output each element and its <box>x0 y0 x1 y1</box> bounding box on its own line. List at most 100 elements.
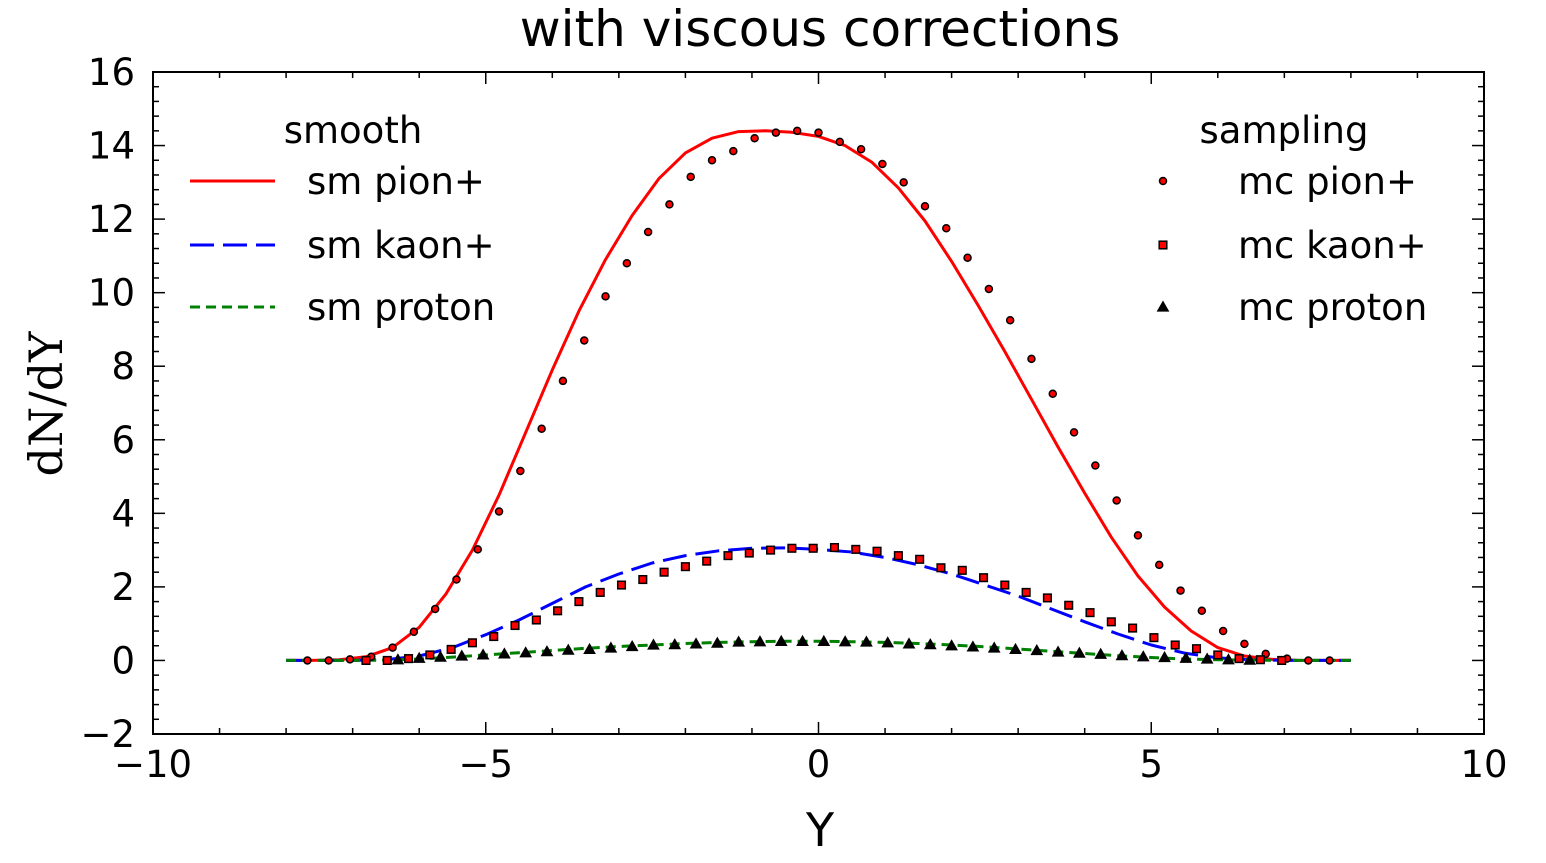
data-point <box>494 507 504 516</box>
data-point <box>796 634 809 646</box>
data-point <box>1106 617 1116 627</box>
data-point <box>957 565 967 575</box>
series-sm-kaon- <box>286 546 1351 662</box>
data-point <box>404 654 414 664</box>
data-point <box>561 643 575 655</box>
data-point <box>1240 639 1249 649</box>
data-point <box>1115 649 1129 661</box>
y-tick-label: 16 <box>88 51 135 94</box>
data-point <box>915 554 925 564</box>
data-point <box>984 284 994 294</box>
data-point <box>1085 608 1095 618</box>
data-point <box>1234 654 1244 664</box>
data-point <box>817 634 831 646</box>
x-tick-label: 0 <box>807 743 831 786</box>
data-point <box>1325 656 1334 665</box>
data-point <box>622 258 632 268</box>
data-point <box>978 573 989 583</box>
data-point <box>744 548 754 558</box>
y-tick-label: 8 <box>111 345 135 388</box>
data-point <box>643 227 653 237</box>
data-point <box>604 641 618 653</box>
data-point <box>1133 531 1143 540</box>
data-point <box>665 200 674 209</box>
data-point <box>516 466 525 476</box>
data-point <box>1021 587 1031 597</box>
data-point <box>595 587 605 597</box>
data-point <box>303 656 312 665</box>
data-point <box>625 639 639 652</box>
data-point <box>902 637 916 649</box>
data-point <box>1149 633 1159 643</box>
legend-smooth: smooth sm pion+ sm kaon+ sm proton <box>190 109 495 329</box>
data-point <box>1158 650 1171 663</box>
data-point <box>1222 653 1235 665</box>
data-point <box>489 631 499 642</box>
data-point <box>1051 645 1065 657</box>
data-point <box>835 137 845 147</box>
data-point <box>1069 428 1079 437</box>
data-point <box>771 128 781 137</box>
data-point <box>966 640 980 652</box>
data-point <box>1094 647 1108 659</box>
data-point <box>1009 642 1022 655</box>
series-sm-pion- <box>286 129 1351 662</box>
data-point <box>851 544 861 554</box>
y-tick-label: 2 <box>111 566 135 609</box>
series-mc-kaon- <box>361 542 1287 665</box>
series-line <box>286 129 1351 662</box>
data-point <box>1027 354 1036 364</box>
x-tick-label: −10 <box>114 743 192 786</box>
data-point <box>452 575 461 584</box>
data-point <box>808 543 818 553</box>
data-point <box>893 551 903 561</box>
legend-marker <box>1156 300 1170 312</box>
data-point <box>558 376 568 386</box>
x-tick-label: 10 <box>1460 743 1507 786</box>
data-point <box>1136 650 1150 662</box>
legend-title: sampling <box>1200 109 1369 152</box>
data-point <box>872 546 882 556</box>
x-axis-label: Y <box>805 803 835 857</box>
data-point <box>574 597 584 607</box>
data-point <box>391 653 405 665</box>
legend-label: mc proton <box>1238 286 1427 329</box>
y-tick-label: 4 <box>111 492 135 535</box>
data-point <box>702 556 712 566</box>
data-point <box>540 645 554 657</box>
legend-label: mc kaon+ <box>1238 224 1427 267</box>
data-point <box>878 159 887 169</box>
data-point <box>430 604 440 614</box>
data-point <box>750 133 759 143</box>
data-point <box>579 336 589 345</box>
data-point <box>659 567 669 577</box>
data-point <box>638 574 648 585</box>
series-line <box>286 546 1351 662</box>
data-point <box>409 627 419 637</box>
data-point <box>519 646 533 658</box>
data-point <box>1200 652 1214 664</box>
data-point <box>1213 650 1223 660</box>
data-point <box>446 644 456 654</box>
data-point <box>1304 656 1313 665</box>
x-tick-label: −5 <box>458 743 513 786</box>
data-point <box>1128 623 1138 633</box>
data-point <box>498 647 511 659</box>
data-point <box>553 606 563 616</box>
y-tick-label: 14 <box>88 125 135 168</box>
series-mc-pion- <box>303 126 1334 665</box>
data-point <box>1042 593 1052 603</box>
data-point <box>881 636 895 648</box>
data-point <box>1073 646 1086 658</box>
data-point <box>689 637 703 649</box>
data-point <box>899 178 908 187</box>
data-point <box>537 424 546 433</box>
data-point <box>945 639 958 651</box>
data-point <box>792 126 802 136</box>
data-point <box>1064 600 1074 610</box>
legends: smooth sm pion+ sm kaon+ sm proton sampling m… <box>190 109 1427 329</box>
y-tick-label: 12 <box>88 198 135 241</box>
data-point <box>1218 626 1228 636</box>
data-point <box>510 620 520 631</box>
y-tick-label: 0 <box>111 639 135 682</box>
